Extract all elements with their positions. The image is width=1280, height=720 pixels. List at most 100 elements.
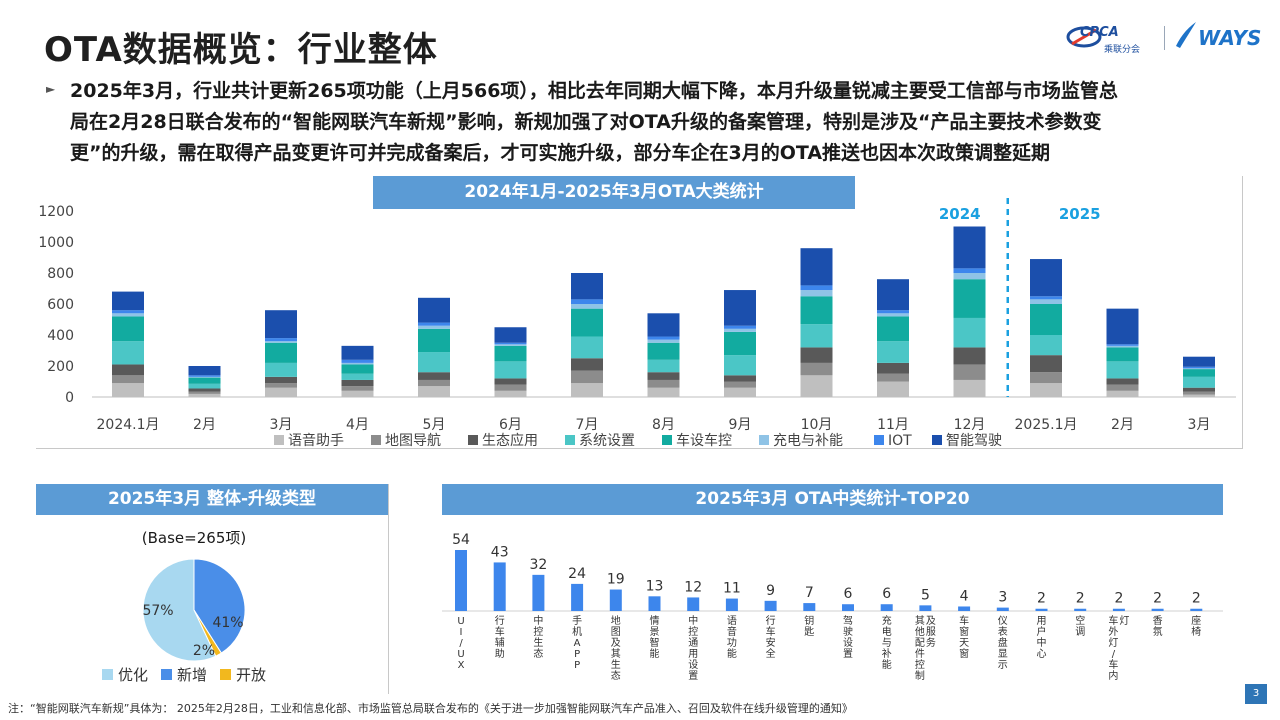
x-tick-label: 香氛 xyxy=(1153,615,1163,638)
bar xyxy=(687,597,700,611)
bar-segment xyxy=(953,347,986,365)
bar xyxy=(648,596,661,611)
bar-segment xyxy=(647,387,680,397)
legend-swatch xyxy=(468,435,478,445)
x-tick-label: 驾驶设置 xyxy=(843,615,853,660)
bar-segment xyxy=(265,383,297,388)
data-label: 3 xyxy=(998,590,1007,606)
bar-segment xyxy=(1106,378,1139,385)
bar-segment xyxy=(571,383,603,397)
ways-logo-text: WAYS xyxy=(1198,26,1262,50)
bar-segment xyxy=(1106,347,1139,362)
bar-segment xyxy=(188,388,221,392)
bar-segment xyxy=(418,328,450,353)
bar-segment xyxy=(112,375,144,384)
x-tick-label: 11月 xyxy=(877,417,909,433)
legend-label: 系统设置 xyxy=(579,433,635,449)
bar-segment xyxy=(1106,345,1139,348)
data-label: 7 xyxy=(805,585,814,601)
data-label: 4 xyxy=(960,588,969,604)
bar-segment xyxy=(647,372,680,380)
bar-segment xyxy=(647,379,680,388)
bar-segment xyxy=(647,313,680,337)
x-tick-label: 4月 xyxy=(346,417,369,433)
bar-segment xyxy=(494,361,527,379)
x-tick-label: 地图及其生态 xyxy=(611,614,621,682)
bar-segment xyxy=(265,376,297,384)
bar xyxy=(919,605,932,611)
x-tick-label: 用户中心 xyxy=(1037,616,1047,660)
legend-swatch xyxy=(274,435,284,445)
y-tick-label: 1000 xyxy=(38,235,74,251)
bar-segment xyxy=(1183,356,1215,367)
y-tick-label: 200 xyxy=(47,359,74,375)
bar-segment xyxy=(418,297,450,323)
legend-label: 语音助手 xyxy=(288,432,344,449)
bar xyxy=(609,589,622,611)
bar-segment xyxy=(724,355,756,376)
bar-segment xyxy=(953,317,986,348)
bar-segment xyxy=(418,322,450,326)
legend-swatch xyxy=(932,435,942,445)
bar-segment xyxy=(877,310,909,314)
legend-label: 生态应用 xyxy=(482,432,538,449)
bar-segment xyxy=(418,379,450,387)
bar-segment xyxy=(188,383,221,389)
x-tick-label: 行车辅助 xyxy=(495,614,505,660)
bar-segment xyxy=(265,387,297,397)
bar-segment xyxy=(1183,394,1215,397)
x-tick-label: 车窗天窗 xyxy=(959,614,969,660)
bar xyxy=(532,574,545,611)
data-label: 2 xyxy=(1114,591,1123,607)
ways-logo-icon xyxy=(1176,22,1196,48)
year-label: 2024 xyxy=(939,205,981,223)
bar-segment xyxy=(1030,383,1062,397)
bar-segment xyxy=(188,366,221,376)
data-label: 11 xyxy=(723,581,741,597)
x-tick-label: 中控通用设置 xyxy=(688,614,698,682)
legend-label: 新增 xyxy=(177,666,207,684)
bar-segment xyxy=(418,372,450,380)
y-tick-label: 1200 xyxy=(38,204,74,220)
bar-segment xyxy=(188,377,221,384)
bar-segment xyxy=(341,364,374,374)
x-tick-label: 中控生态 xyxy=(533,614,543,660)
bullet-arrow-icon: ► xyxy=(46,82,56,96)
summary-text: 2025年3月，行业共计更新265项功能（上月566项），相比去年同期大幅下降，… xyxy=(70,76,1265,169)
data-label: 19 xyxy=(607,572,625,588)
x-tick-label: 3月 xyxy=(1188,417,1211,433)
data-label: 2 xyxy=(1076,591,1085,607)
top20-chart-title: 2025年3月 OTA中类统计-TOP20 xyxy=(442,484,1223,515)
x-tick-label: 2月 xyxy=(193,417,216,433)
bar-segment xyxy=(877,362,909,374)
x-tick-label: 座椅 xyxy=(1191,614,1201,638)
bar-segment xyxy=(877,316,909,342)
legend-swatch xyxy=(874,435,884,445)
bar-segment xyxy=(1106,390,1139,397)
bar-segment xyxy=(877,279,909,311)
x-tick-label: 3月 xyxy=(270,417,293,433)
legend-label: 优化 xyxy=(118,666,148,684)
bar-segment xyxy=(418,352,450,373)
bar xyxy=(571,583,584,611)
bar xyxy=(1074,608,1087,611)
bar-segment xyxy=(724,381,756,388)
bar-segment xyxy=(341,390,374,397)
legend-swatch xyxy=(565,435,575,445)
x-tick-label: 7月 xyxy=(576,417,599,433)
bar-segment xyxy=(571,304,603,309)
x-tick-label: 充电与补能 xyxy=(882,614,892,671)
bar-segment xyxy=(1183,391,1215,395)
bar-segment xyxy=(341,345,374,360)
legend-swatch xyxy=(220,669,231,680)
bar-segment xyxy=(724,328,756,332)
bar-segment xyxy=(341,359,374,363)
x-tick-label: 5月 xyxy=(423,417,446,433)
page-number: 3 xyxy=(1245,684,1267,704)
bar-segment xyxy=(953,268,986,273)
logo-separator xyxy=(1164,26,1165,50)
bar-segment xyxy=(724,387,756,397)
summary-line: 2025年3月，行业共计更新265项功能（上月566项），相比去年同期大幅下降，… xyxy=(70,80,1118,102)
legend-label: 开放 xyxy=(236,666,266,684)
y-tick-label: 0 xyxy=(65,390,74,406)
